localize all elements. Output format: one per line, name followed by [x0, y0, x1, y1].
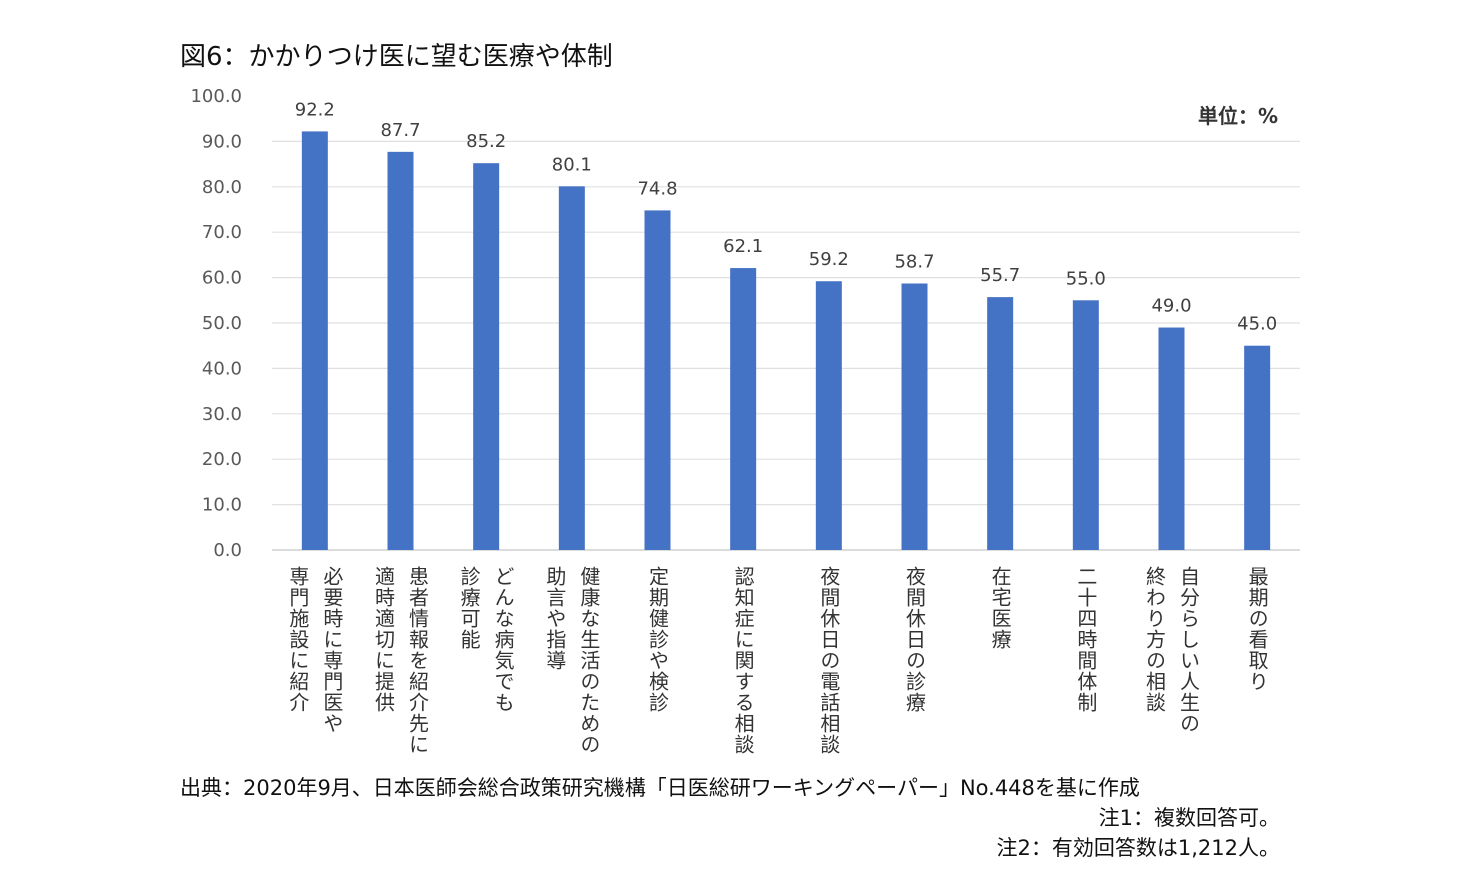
- data-label: 55.7: [980, 265, 1020, 286]
- bar: [387, 151, 414, 551]
- x-category-label: 二十四時間体制: [1073, 566, 1098, 713]
- x-category-label: 在宅医療: [988, 566, 1013, 650]
- y-tick-label: 40.0: [202, 358, 242, 379]
- y-tick-label: 60.0: [202, 268, 242, 289]
- x-category-label: 夜間休日の診療: [902, 566, 927, 713]
- bars: [301, 131, 1271, 551]
- x-category-label: 患者情報を紹介先に 適時適切に提供: [371, 566, 430, 755]
- data-label: 49.0: [1151, 296, 1191, 317]
- y-tick-label: 70.0: [202, 222, 242, 243]
- x-category-label: 健康な生活のための 助言や指導: [542, 566, 601, 755]
- y-tick-label: 0.0: [213, 540, 242, 561]
- bar: [815, 281, 842, 550]
- data-label: 58.7: [894, 252, 934, 273]
- y-tick-label: 80.0: [202, 177, 242, 198]
- y-tick-label: 20.0: [202, 449, 242, 470]
- y-tick-label: 100.0: [190, 86, 242, 107]
- bar: [644, 210, 671, 550]
- y-tick-label: 30.0: [202, 404, 242, 425]
- bar: [301, 131, 328, 551]
- y-tick-label: 90.0: [202, 131, 242, 152]
- data-label: 55.0: [1066, 268, 1106, 289]
- bar: [1158, 327, 1185, 550]
- y-axis-ticks: 0.0 10.0 20.0 30.0 40.0 50.0 60.0 70.0 80.0 90.0 1…: [190, 86, 242, 561]
- bar: [473, 163, 500, 550]
- data-label: 74.8: [637, 178, 677, 199]
- bar: [1244, 345, 1271, 550]
- bar: [730, 268, 757, 550]
- data-label: 87.7: [380, 120, 420, 141]
- data-label: 85.2: [466, 131, 506, 152]
- data-label: 92.2: [295, 99, 335, 120]
- data-label: 45.0: [1237, 314, 1277, 335]
- gridlines: [272, 140, 1300, 551]
- bar: [987, 297, 1014, 550]
- x-category-label: 最期の看取り: [1245, 566, 1270, 692]
- data-label: 62.1: [723, 236, 763, 257]
- y-tick-label: 10.0: [202, 495, 242, 516]
- bar: [1072, 300, 1099, 550]
- x-category-label: 自分らしい人生の 終わり方の相談: [1142, 566, 1201, 734]
- y-tick-label: 50.0: [202, 313, 242, 334]
- x-category-label: 定期健診や検診: [645, 566, 670, 713]
- chart-title: 図6：かかりつけ医に望む医療や体制: [180, 42, 613, 72]
- x-category-label: どんな病気でも 診療可能: [457, 566, 516, 713]
- unit-label: 単位：%: [1198, 104, 1279, 128]
- note-1: 注1：複数回答可。: [1098, 806, 1280, 830]
- data-labels: 92.2 87.7 85.2 80.1 74.8 62.1 59.2 58.7 55.7 55.0…: [295, 99, 1277, 334]
- data-label: 59.2: [809, 249, 849, 270]
- x-category-label: 夜間休日の電話相談: [816, 566, 841, 755]
- x-category-label: 必要時に専門医や 専門施設に紹介: [285, 566, 344, 734]
- bar: [901, 283, 928, 550]
- note-2: 注2：有効回答数は1,212人。: [996, 836, 1280, 860]
- x-category-label: 認知症に関する相談: [731, 566, 756, 755]
- bar: [558, 186, 585, 550]
- source-note: 出典：2020年9月、日本医師会総合政策研究機構「日医総研ワーキングペーパー」N…: [180, 776, 1140, 800]
- data-label: 80.1: [552, 154, 592, 175]
